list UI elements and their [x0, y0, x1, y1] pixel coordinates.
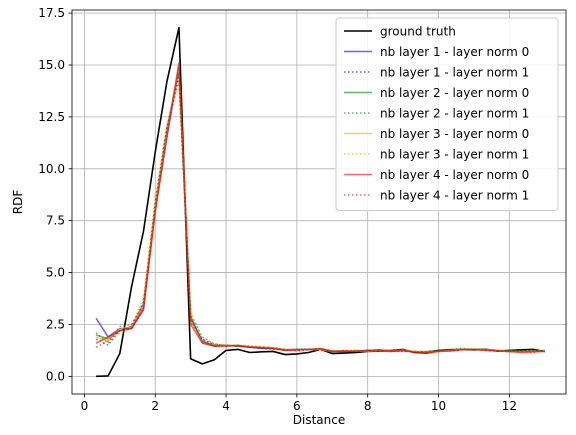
x-axis-label: Distance	[293, 413, 345, 427]
x-tick-label: 12	[502, 399, 517, 413]
x-tick-label: 8	[364, 399, 372, 413]
x-tick-label: 4	[222, 399, 230, 413]
y-tick-label: 15.0	[38, 58, 65, 72]
legend: ground truth nb layer 1 - layer norm 0 nb …	[335, 17, 559, 211]
y-tick-label: 7.5	[46, 214, 65, 228]
legend-label-7: nb layer 3 - layer norm 1	[380, 148, 529, 162]
series-line-9	[95, 78, 545, 354]
legend-label-3: nb layer 1 - layer norm 1	[380, 66, 529, 80]
y-axis-label: RDF	[11, 190, 25, 215]
x-tick-label: 10	[431, 399, 446, 413]
y-tick-label: 17.5	[38, 6, 65, 20]
series-group	[95, 26, 545, 378]
x-tick-label: 0	[81, 399, 89, 413]
legend-label-6: nb layer 3 - layer norm 0	[380, 127, 529, 141]
x-axis-ticks: 0 2 4 6 8 10 12	[81, 394, 517, 413]
legend-label-1: ground truth	[380, 25, 456, 39]
x-tick-label: 6	[293, 399, 301, 413]
legend-label-9: nb layer 4 - layer norm 1	[380, 189, 529, 203]
plot-frame	[71, 9, 567, 395]
legend-label-2: nb layer 1 - layer norm 0	[380, 45, 529, 59]
y-tick-label: 12.5	[38, 110, 65, 124]
y-tick-label: 10.0	[38, 162, 65, 176]
legend-label-4: nb layer 2 - layer norm 0	[380, 86, 529, 100]
x-tick-label: 2	[151, 399, 159, 413]
legend-label-8: nb layer 4 - layer norm 0	[380, 168, 529, 182]
legend-box	[335, 17, 559, 211]
y-tick-label: 2.5	[46, 317, 65, 331]
y-axis-ticks: 0.0 2.5 5.0 7.5 10.0 12.5 15.0 17.5	[38, 6, 72, 383]
y-tick-label: 5.0	[46, 266, 65, 280]
y-tick-label: 0.0	[46, 369, 65, 383]
legend-label-5: nb layer 2 - layer norm 1	[380, 107, 529, 121]
